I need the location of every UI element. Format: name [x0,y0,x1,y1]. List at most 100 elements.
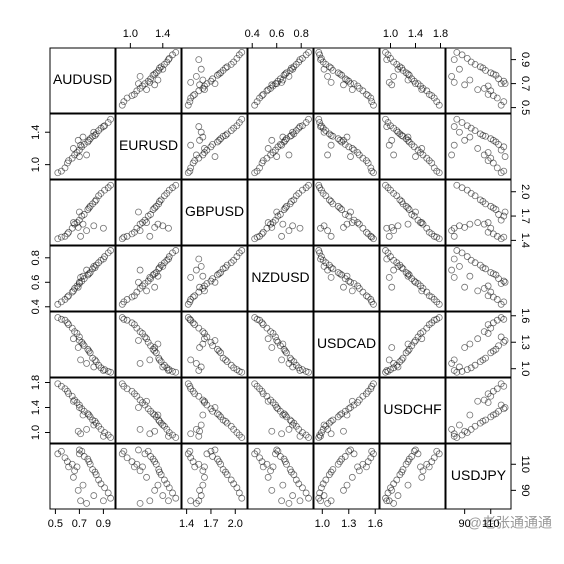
point [456,128,463,136]
point [450,430,458,438]
point [327,417,335,425]
point [484,282,492,290]
point [467,58,475,66]
point [448,73,456,80]
point [139,463,146,471]
point [423,87,431,95]
point [450,273,458,281]
point [463,55,471,62]
point [139,82,146,90]
point [348,397,356,405]
point [305,434,312,441]
point [387,253,394,260]
point [187,454,195,462]
x-tick-label: 90 [459,518,471,530]
point [368,167,376,175]
panel [379,377,446,444]
point [197,363,205,371]
point [480,328,488,336]
point [85,347,93,355]
point [258,319,266,327]
point [54,235,62,243]
point [450,224,458,232]
point [222,132,229,139]
point [385,356,393,364]
point [201,82,208,90]
point [425,292,433,300]
point [278,141,286,149]
panel [115,311,182,378]
point [201,463,208,471]
point [77,497,84,505]
point [417,149,424,156]
panel [49,245,116,312]
point [404,272,412,280]
point [382,181,389,189]
point [396,196,404,204]
point [383,224,391,232]
point [456,363,463,371]
point [95,127,102,134]
point [107,494,114,502]
point [394,128,402,136]
x-tick-label: 0.9 [96,518,111,530]
point [186,98,194,105]
point [461,427,469,435]
point [172,247,180,254]
point [264,145,272,152]
point [500,98,508,105]
point [253,447,261,455]
point [54,169,62,177]
point [131,91,138,98]
point [390,499,398,507]
point [487,269,495,276]
point [61,232,69,240]
point [487,392,495,400]
point [359,87,367,95]
panel [445,113,512,180]
point [350,450,358,458]
x-tick-label: 1.0 [315,518,330,530]
point [207,338,215,346]
point [340,283,347,291]
point [107,247,114,254]
x-tick-label: 0.6 [269,28,284,40]
point [65,228,72,236]
point [480,220,488,228]
point [263,460,271,468]
y-tick-label: 110 [519,455,531,473]
point [133,460,141,468]
point [390,73,398,80]
point [223,471,231,479]
point [136,396,144,404]
point [383,123,391,130]
point [417,330,424,337]
panel [445,377,512,444]
point [364,92,372,99]
point [74,427,82,435]
point [466,133,474,141]
point [325,261,333,269]
point [388,136,396,144]
point [222,64,229,72]
point [348,473,356,481]
point [73,463,81,471]
point [253,382,261,390]
point [135,278,142,286]
point [136,425,144,433]
point [187,273,195,281]
point [189,293,197,301]
point [336,70,344,78]
point [474,86,482,93]
point [327,273,335,281]
y-tick-label: 0.6 [30,275,42,290]
point [227,476,235,484]
point [285,227,293,235]
point [474,335,482,343]
point [456,421,463,429]
point [327,198,335,205]
point [155,265,163,273]
point [74,344,82,351]
point [199,328,207,336]
